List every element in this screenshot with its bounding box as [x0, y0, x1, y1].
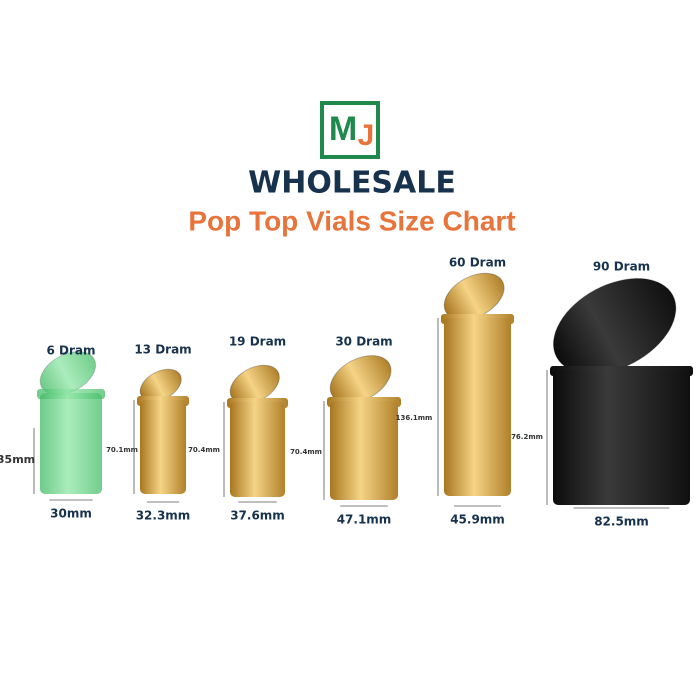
vial-label: 13 Dram	[134, 343, 191, 357]
vial-body	[444, 318, 511, 496]
subtitle: Pop Top Vials Size Chart	[188, 205, 515, 236]
logo-letter: M	[329, 110, 357, 148]
height-label: 35mm	[0, 453, 35, 466]
width-label: 47.1mm	[337, 513, 392, 527]
logo-box	[320, 101, 380, 159]
width-label: 30mm	[50, 507, 92, 521]
height-label: 76.2mm	[511, 433, 543, 441]
height-label: 70.4mm	[188, 446, 220, 454]
vials: 6 Dram 35mm 30mm 13 Dram 70.1mm 32.3mm 19 Dram…	[0, 256, 693, 529]
vial-label: 30 Dram	[335, 335, 392, 349]
vial-label: 6 Dram	[46, 344, 95, 358]
width-label: 45.9mm	[450, 513, 505, 527]
vial-body	[40, 393, 102, 494]
width-label: 32.3mm	[136, 509, 191, 523]
width-label: 37.6mm	[230, 509, 285, 523]
vial-label: 19 Dram	[229, 335, 286, 349]
vial-body	[230, 402, 285, 497]
vial-body	[553, 370, 690, 505]
vial-label: 90 Dram	[593, 260, 650, 274]
brand-title: WHOLESALE	[248, 166, 456, 201]
height-label: 70.1mm	[106, 446, 138, 454]
logo-letter: J	[358, 119, 375, 152]
vial-lid	[552, 278, 677, 375]
vial-label: 60 Dram	[449, 256, 506, 270]
height-label: 70.4mm	[290, 448, 322, 456]
vial-body	[140, 400, 186, 494]
vial-body	[330, 401, 398, 500]
width-label: 82.5mm	[594, 515, 649, 529]
height-label: 136.1mm	[396, 414, 433, 422]
